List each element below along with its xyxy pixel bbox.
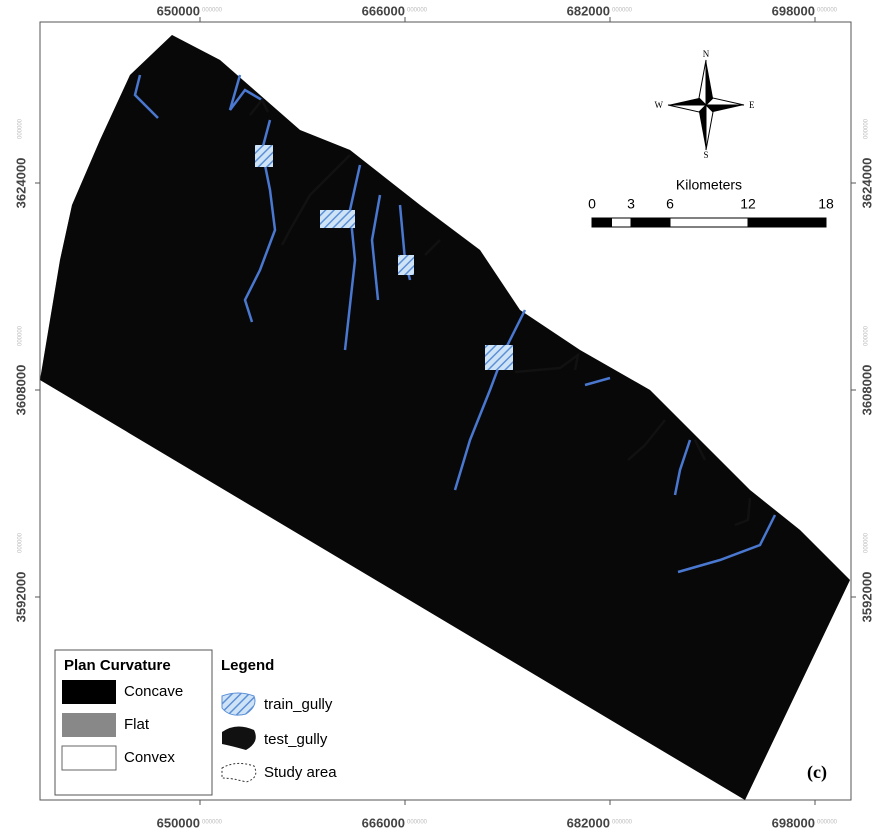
- x-tick-label: 666000: [362, 815, 405, 830]
- west-label: W: [655, 100, 664, 110]
- panel-label: (c): [807, 762, 827, 783]
- scale-segment: [631, 218, 670, 227]
- scale-label: 0: [588, 196, 596, 212]
- legend-item: test_gully: [264, 731, 328, 748]
- flat-swatch: [62, 713, 116, 737]
- concave-swatch: [62, 680, 116, 704]
- y-tick-label: 3608000: [859, 365, 874, 416]
- scale-label: 3: [627, 196, 635, 212]
- scale-segment: [592, 218, 612, 227]
- x-tick-label: 650000: [157, 3, 200, 18]
- legend-item: train_gully: [264, 696, 333, 713]
- x-tick-label: 698000: [772, 815, 815, 830]
- curvature-item: Flat: [124, 716, 150, 733]
- tick-suffix: 000000: [612, 8, 633, 14]
- legend-item: Study area: [264, 764, 337, 781]
- tick-suffix: 000000: [18, 325, 24, 346]
- south-label: S: [703, 150, 708, 160]
- tick-suffix: 000000: [864, 325, 870, 346]
- tick-suffix: 000000: [202, 8, 223, 14]
- y-tick-label: 3592000: [859, 572, 874, 623]
- tick-suffix: 000000: [202, 820, 223, 826]
- tick-suffix: 000000: [407, 820, 428, 826]
- east-label: E: [749, 100, 755, 110]
- scale-segment: [670, 218, 748, 227]
- tick-suffix: 000000: [864, 532, 870, 553]
- scale-title: Kilometers: [676, 177, 742, 193]
- x-tick-label: 650000: [157, 815, 200, 830]
- tick-suffix: 000000: [612, 820, 633, 826]
- curvature-title: Plan Curvature: [64, 657, 171, 674]
- x-tick-label: 682000: [567, 815, 610, 830]
- tick-suffix: 000000: [18, 532, 24, 553]
- y-tick-label: 3608000: [13, 365, 28, 416]
- y-tick-label: 3624000: [859, 158, 874, 209]
- x-tick-label: 682000: [567, 3, 610, 18]
- tick-suffix: 000000: [864, 118, 870, 139]
- y-tick-label: 3592000: [13, 572, 28, 623]
- tick-suffix: 000000: [407, 8, 428, 14]
- convex-swatch: [62, 746, 116, 770]
- tick-suffix: 000000: [18, 118, 24, 139]
- map-figure: N S E W Kilometers Plan Curvature Concav…: [0, 0, 887, 836]
- curvature-item: Convex: [124, 749, 175, 766]
- scale-label: 12: [740, 196, 756, 212]
- x-tick-label: 698000: [772, 3, 815, 18]
- tick-suffix: 000000: [817, 8, 838, 14]
- curvature-item: Concave: [124, 683, 183, 700]
- x-tick-label: 666000: [362, 3, 405, 18]
- scale-label: 6: [666, 196, 674, 212]
- north-label: N: [703, 49, 710, 59]
- legend-title: Legend: [221, 657, 274, 674]
- y-tick-label: 3624000: [13, 158, 28, 209]
- scale-label: 18: [818, 196, 834, 212]
- scale-segment: [748, 218, 826, 227]
- scale-segment: [612, 218, 632, 227]
- tick-suffix: 000000: [817, 820, 838, 826]
